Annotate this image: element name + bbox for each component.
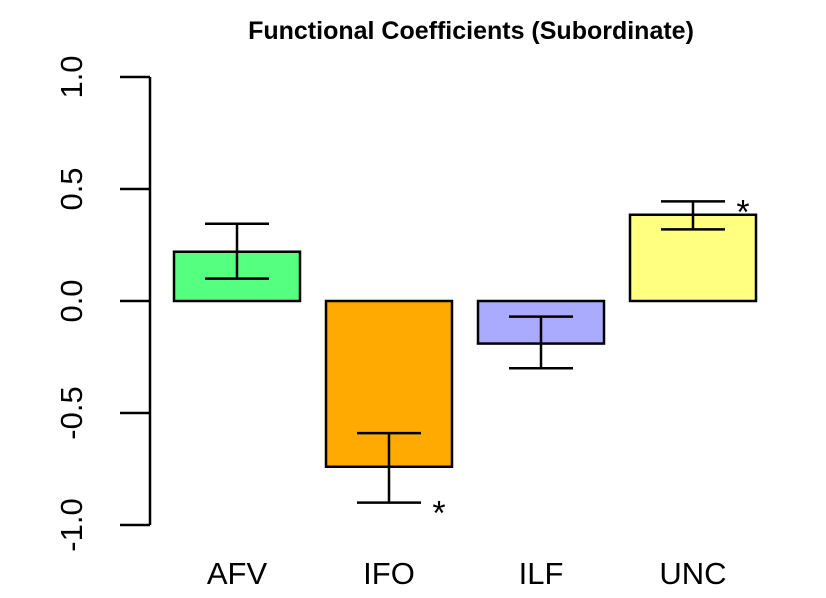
y-tick-label: -1.0 xyxy=(54,498,89,551)
significance-marks: ** xyxy=(432,193,749,532)
x-label-afv: AFV xyxy=(207,556,268,591)
y-tick-label: -0.5 xyxy=(54,386,89,439)
x-label-unc: UNC xyxy=(659,556,726,591)
x-axis-labels: AFV IFO ILF UNC xyxy=(207,556,727,591)
chart-title: Functional Coefficients (Subordinate) xyxy=(248,17,694,45)
error-bars xyxy=(205,200,725,504)
y-tick-label: 1.0 xyxy=(54,55,89,98)
y-tick-label: 0.0 xyxy=(54,279,89,322)
x-label-ilf: ILF xyxy=(519,556,564,591)
x-label-ifo: IFO xyxy=(363,556,415,591)
significance-marker-ifo: * xyxy=(432,495,445,533)
y-axis: -1.0 -0.5 0.0 0.5 1.0 xyxy=(54,55,152,552)
bars xyxy=(172,213,758,469)
significance-marker-unc: * xyxy=(736,193,749,231)
y-tick-label: 0.5 xyxy=(54,167,89,210)
